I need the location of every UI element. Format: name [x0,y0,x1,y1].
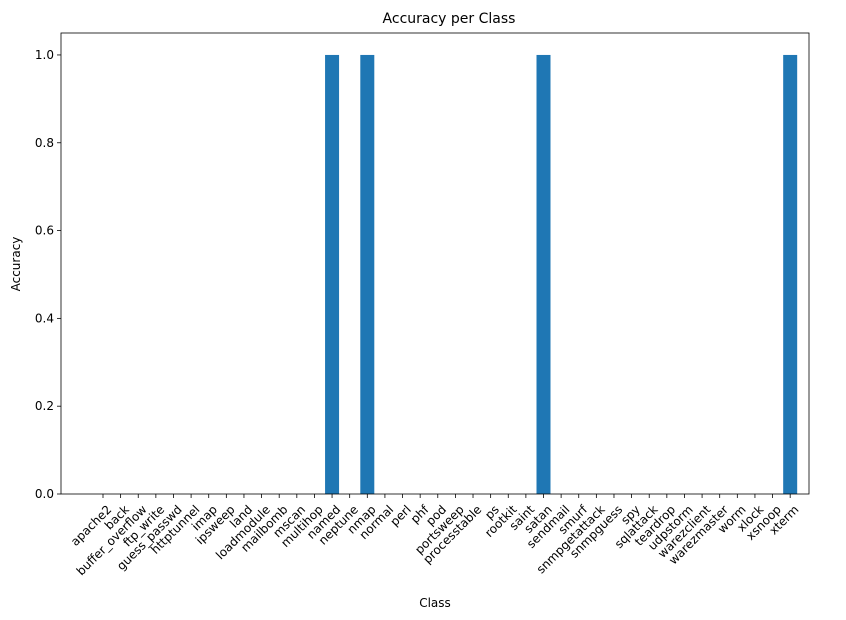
x-axis-ticks: apache2backbuffer_overflowftp_writeguess… [68,494,802,578]
y-tick-label: 0.6 [35,224,54,238]
y-tick-label: 0.0 [35,487,54,501]
y-tick-label: 0.2 [35,399,54,413]
x-axis-label: Class [419,596,451,610]
bar-nmap [360,54,375,494]
y-tick-label: 0.8 [35,136,54,150]
chart-title: Accuracy per Class [383,11,516,27]
bar-satan [536,54,551,494]
bar-xterm [783,54,798,494]
bar-named [325,54,340,494]
bars-group [325,54,798,494]
y-tick-label: 0.4 [35,311,54,325]
y-axis-ticks: 0.0 0.2 0.4 0.6 0.8 1.0 [35,48,61,501]
plot-frame [60,32,810,495]
y-axis-label: Accuracy [9,237,23,292]
y-tick-label: 1.0 [35,48,54,62]
